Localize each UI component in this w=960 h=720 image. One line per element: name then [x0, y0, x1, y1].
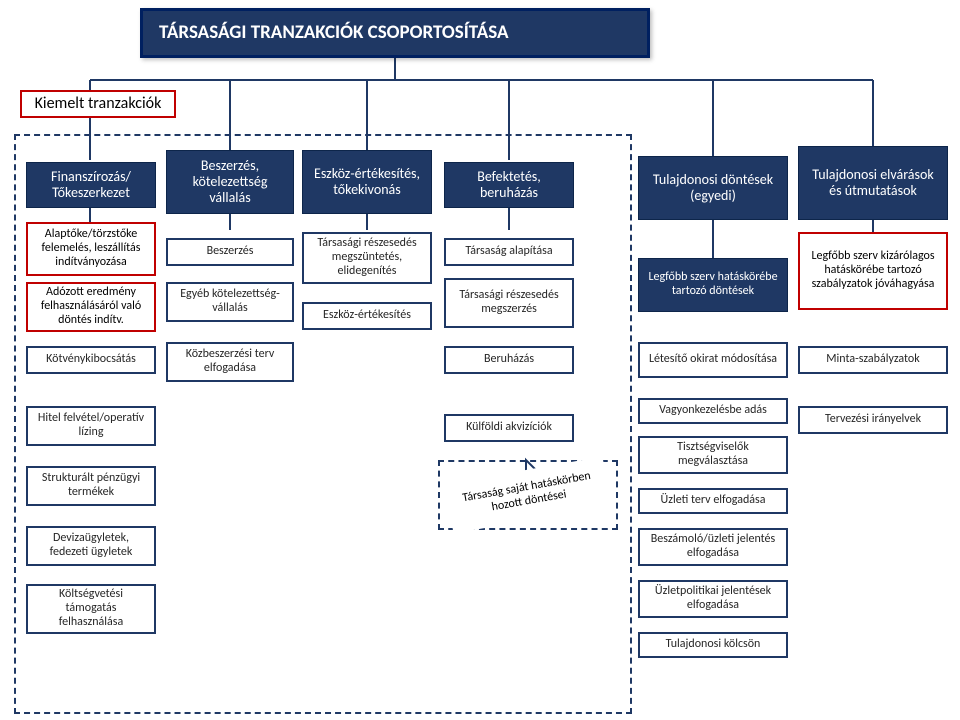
- col3-item-1: Eszköz-értékesítés: [302, 302, 432, 330]
- col4-header: Befektetés, beruházás: [444, 162, 574, 208]
- col1-item-1: Adózott eredmény felhasználásáról való d…: [26, 282, 156, 332]
- col2-item-1: Egyéb kötelezettség-vállalás: [166, 282, 294, 322]
- col6-item-0: Legfőbb szerv kizárólagos hatáskörébe ta…: [798, 232, 948, 310]
- col1-item-6: Költségvetési támogatás felhasználása: [26, 584, 156, 634]
- col5-item-5: Beszámoló/üzleti jelentés elfogadása: [638, 528, 788, 566]
- col4-item-1: Társasági részesedés megszerzés: [444, 278, 574, 328]
- col6-header: Tulajdonosi elvárások és útmutatások: [798, 146, 948, 220]
- col5-item-2: Vagyonkezelésbe adás: [638, 398, 788, 424]
- col4-item-3: Külföldi akvizíciók: [444, 414, 574, 442]
- diagram-stage: TÁRSASÁGI TRANZAKCIÓK CSOPORTOSÍTÁSA Kie…: [0, 0, 960, 720]
- col3-item-0: Társasági részesedés megszüntetés, elide…: [302, 232, 432, 284]
- col1-item-0: Alaptőke/törzstőke felemelés, leszállítá…: [26, 222, 156, 276]
- col5-item-3: Tisztségviselők megválasztása: [638, 436, 788, 474]
- col5-item-7: Tulajdonosi kölcsön: [638, 632, 788, 658]
- col5-item-0: Legfőbb szerv hatáskörébe tartozó döntés…: [638, 258, 788, 312]
- col5-item-1: Létesítő okirat módosítása: [638, 342, 788, 378]
- col5-item-4: Üzleti terv elfogadása: [638, 488, 788, 514]
- col1-item-3: Hitel felvétel/operatív lízing: [26, 406, 156, 446]
- col1-item-2: Kötvénykibocsátás: [26, 346, 156, 374]
- col2-header: Beszerzés, kötelezettség vállalás: [166, 150, 294, 214]
- col4-item-0: Társaság alapítása: [444, 238, 574, 266]
- col6-item-2: Tervezési irányelvek: [798, 406, 948, 434]
- col1-header: Finanszírozás/ Tőkeszerkezet: [26, 162, 156, 208]
- col4-item-2: Beruházás: [444, 346, 574, 374]
- col2-item-2: Közbeszerzési terv elfogadása: [166, 342, 294, 382]
- col5-header: Tulajdonosi döntések (egyedi): [638, 156, 788, 220]
- col5-item-6: Üzletpolitikai jelentések elfogadása: [638, 580, 788, 618]
- col1-item-4: Strukturált pénzügyi termékek: [26, 466, 156, 506]
- legend-kiemelt: Kiemelt tranzakciók: [20, 90, 176, 118]
- diagram-title: TÁRSASÁGI TRANZAKCIÓK CSOPORTOSÍTÁSA: [140, 8, 650, 58]
- col1-item-5: Devizaügyletek, fedezeti ügyletek: [26, 526, 156, 566]
- col2-item-0: Beszerzés: [166, 238, 294, 266]
- col6-item-1: Minta-szabályzatok: [798, 346, 948, 374]
- col3-header: Eszköz-értékesítés, tőkekivonás: [302, 150, 432, 214]
